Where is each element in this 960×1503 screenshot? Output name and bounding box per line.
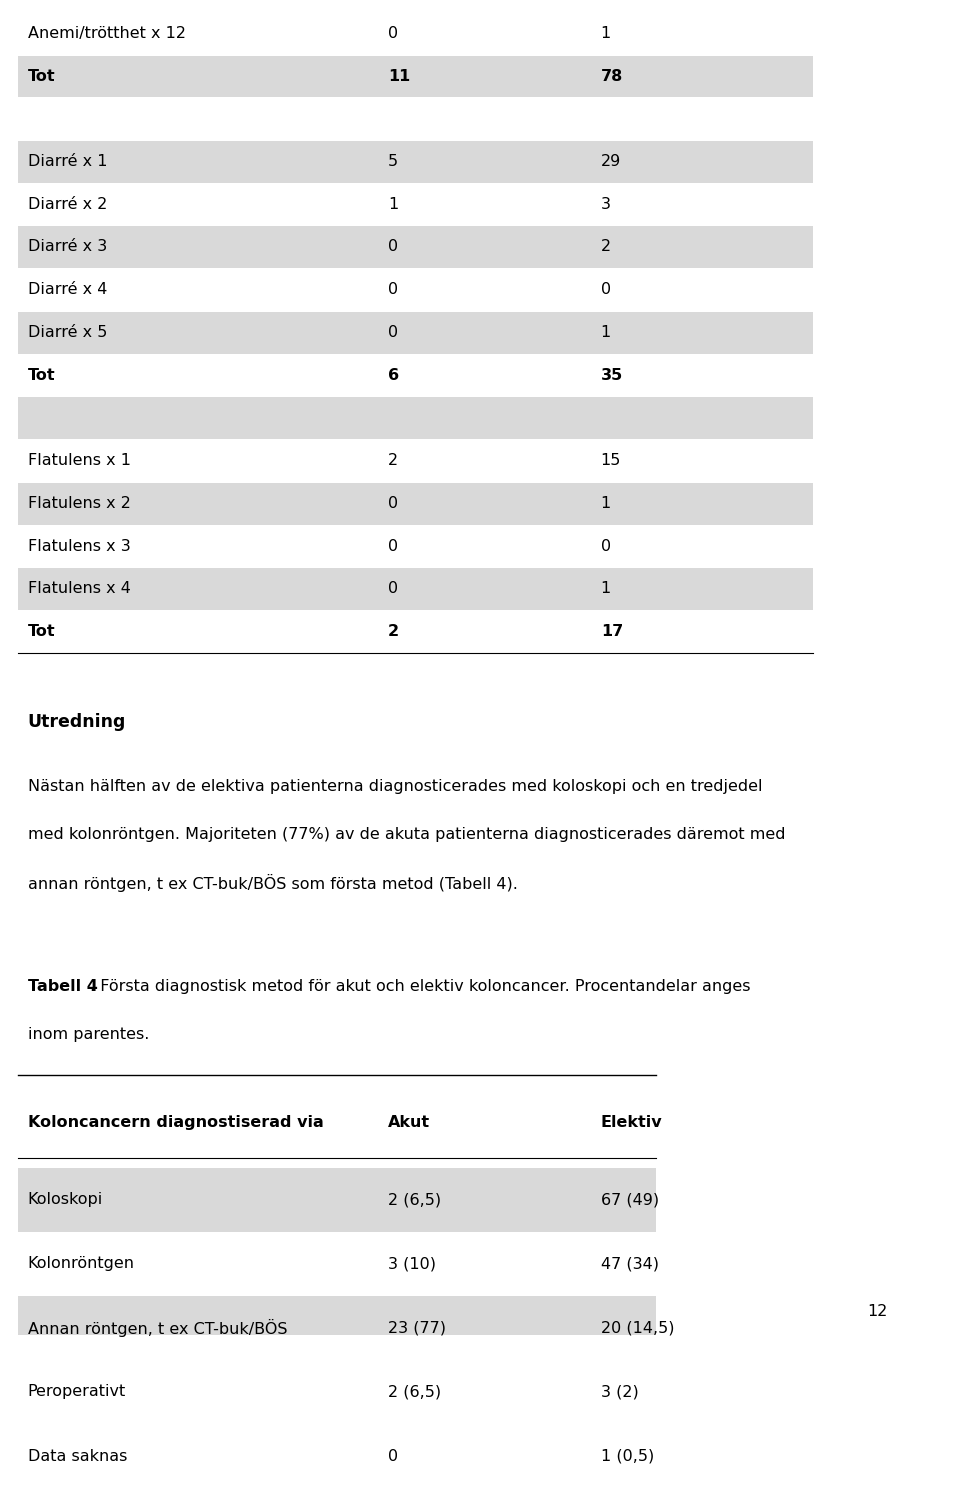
Text: Koloskopi: Koloskopi <box>28 1192 103 1207</box>
Text: Koloncancern diagnostiserad via: Koloncancern diagnostiserad via <box>28 1115 324 1130</box>
Text: 5: 5 <box>388 153 398 168</box>
Text: 2: 2 <box>601 239 611 254</box>
Bar <box>18 482 813 525</box>
Text: Tot: Tot <box>28 624 56 639</box>
Text: 2 (6,5): 2 (6,5) <box>388 1384 442 1399</box>
Text: Kolonröntgen: Kolonröntgen <box>28 1257 134 1272</box>
Text: 2 (6,5): 2 (6,5) <box>388 1192 442 1207</box>
Text: Tot: Tot <box>28 69 56 84</box>
Bar <box>18 568 813 610</box>
Text: Diarré x 2: Diarré x 2 <box>28 197 108 212</box>
Bar <box>18 1423 657 1488</box>
Text: 11: 11 <box>388 69 411 84</box>
Text: 1: 1 <box>601 26 611 41</box>
Text: 12: 12 <box>867 1303 887 1318</box>
Text: Data saknas: Data saknas <box>28 1449 127 1464</box>
Text: Flatulens x 1: Flatulens x 1 <box>28 452 131 467</box>
Text: 67 (49): 67 (49) <box>601 1192 659 1207</box>
Text: Peroperativt: Peroperativt <box>28 1384 126 1399</box>
Text: 1 (0,5): 1 (0,5) <box>601 1449 654 1464</box>
Text: 3 (10): 3 (10) <box>388 1257 436 1272</box>
Bar <box>18 397 813 439</box>
Text: 1: 1 <box>601 582 611 597</box>
Text: . Första diagnostisk metod för akut och elektiv koloncancer. Procentandelar ange: . Första diagnostisk metod för akut och … <box>89 978 750 993</box>
Text: Nästan hälften av de elektiva patienterna diagnosticerades med koloskopi och en : Nästan hälften av de elektiva patientern… <box>28 779 762 794</box>
Text: med kolonröntgen. Majoriteten (77%) av de akuta patienterna diagnosticerades där: med kolonröntgen. Majoriteten (77%) av d… <box>28 827 785 842</box>
Text: Diarré x 4: Diarré x 4 <box>28 283 108 298</box>
Text: annan röntgen, t ex CT-buk/BÖS som första metod (Tabell 4).: annan röntgen, t ex CT-buk/BÖS som först… <box>28 873 517 891</box>
Bar <box>18 56 813 98</box>
Text: 1: 1 <box>601 325 611 340</box>
Text: Diarré x 1: Diarré x 1 <box>28 153 108 168</box>
Text: 2: 2 <box>388 452 398 467</box>
Text: 17: 17 <box>601 624 623 639</box>
Text: Annan röntgen, t ex CT-buk/BÖS: Annan röntgen, t ex CT-buk/BÖS <box>28 1318 287 1336</box>
Text: 0: 0 <box>388 582 398 597</box>
Text: Flatulens x 2: Flatulens x 2 <box>28 496 131 511</box>
Text: 78: 78 <box>601 69 623 84</box>
Text: 0: 0 <box>601 283 611 298</box>
Text: 3: 3 <box>601 197 611 212</box>
Text: 29: 29 <box>601 153 621 168</box>
Text: 1: 1 <box>601 496 611 511</box>
Text: Flatulens x 3: Flatulens x 3 <box>28 538 131 553</box>
Text: 0: 0 <box>388 496 398 511</box>
Text: 0: 0 <box>388 239 398 254</box>
Text: Tot: Tot <box>28 368 56 383</box>
Text: 0: 0 <box>388 538 398 553</box>
Text: 0: 0 <box>388 283 398 298</box>
Text: Diarré x 5: Diarré x 5 <box>28 325 108 340</box>
Text: Anemi/trötthet x 12: Anemi/trötthet x 12 <box>28 26 185 41</box>
Text: Diarré x 3: Diarré x 3 <box>28 239 107 254</box>
Bar <box>18 227 813 269</box>
Bar <box>18 141 813 183</box>
Text: Elektiv: Elektiv <box>601 1115 662 1130</box>
Text: 6: 6 <box>388 368 399 383</box>
Text: Flatulens x 4: Flatulens x 4 <box>28 582 131 597</box>
Text: 1: 1 <box>388 197 398 212</box>
Bar <box>18 313 813 353</box>
Text: 15: 15 <box>601 452 621 467</box>
Text: 23 (77): 23 (77) <box>388 1321 446 1335</box>
Text: 0: 0 <box>601 538 611 553</box>
Text: 47 (34): 47 (34) <box>601 1257 659 1272</box>
Text: 3 (2): 3 (2) <box>601 1384 638 1399</box>
Bar <box>18 1296 657 1360</box>
Text: 20 (14,5): 20 (14,5) <box>601 1321 674 1335</box>
Text: 0: 0 <box>388 1449 398 1464</box>
Bar <box>18 1168 657 1232</box>
Text: 2: 2 <box>388 624 399 639</box>
Text: 0: 0 <box>388 26 398 41</box>
Text: Tabell 4: Tabell 4 <box>28 978 98 993</box>
Text: 35: 35 <box>601 368 623 383</box>
Text: inom parentes.: inom parentes. <box>28 1027 149 1042</box>
Text: Akut: Akut <box>388 1115 430 1130</box>
Text: 0: 0 <box>388 325 398 340</box>
Text: Utredning: Utredning <box>28 714 126 732</box>
